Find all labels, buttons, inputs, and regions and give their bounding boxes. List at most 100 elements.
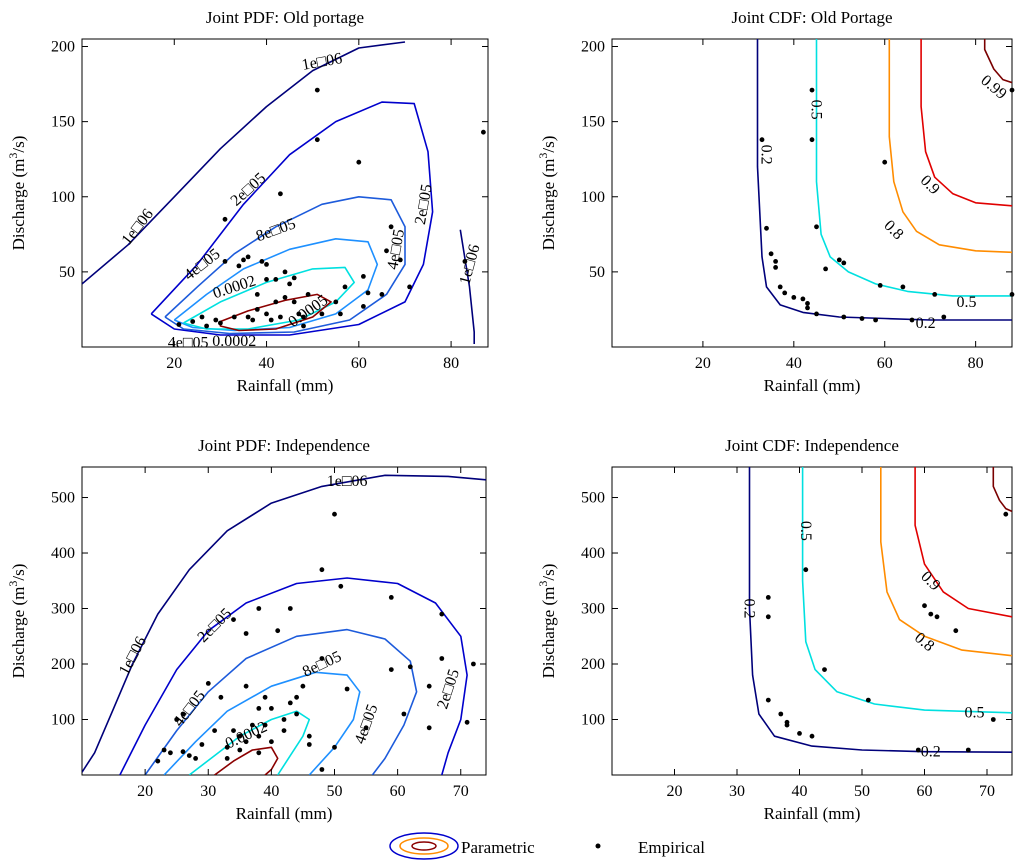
data-point <box>759 137 765 143</box>
data-point <box>204 323 210 329</box>
contour-line-0.9 <box>914 467 1012 618</box>
y-axis-label-unit: /s) <box>9 564 28 581</box>
data-point <box>338 311 343 317</box>
data-point <box>205 681 211 686</box>
data-point <box>306 733 312 739</box>
data-point <box>823 266 828 272</box>
contour-label: 2e□05 <box>194 605 235 646</box>
data-point <box>180 749 186 755</box>
data-point <box>256 733 262 739</box>
data-point <box>773 259 778 264</box>
y-axis-label: Discharge (m3/s) <box>6 136 28 251</box>
data-point <box>407 664 413 670</box>
data-point <box>900 284 906 290</box>
data-point <box>275 628 281 634</box>
data-point <box>928 611 934 617</box>
contour-label: 0.2 <box>921 744 941 761</box>
contour-label: 1e□06 <box>119 206 157 249</box>
panel-p3: Joint PDF: Independence 1e□06 1e□06 2e□05 2e… <box>6 436 487 823</box>
contour-label: 1e□06 <box>116 634 150 678</box>
data-point <box>805 301 810 306</box>
y-tick-label: 400 <box>51 545 75 562</box>
contour-line-0.5 <box>801 467 1012 714</box>
data-point <box>338 583 344 589</box>
y-axis-label: Discharge (m3/s) <box>536 136 558 251</box>
data-point <box>841 260 847 266</box>
data-point <box>388 224 394 230</box>
data-point <box>224 756 230 761</box>
data-point <box>294 694 299 700</box>
x-tick-label: 40 <box>792 783 808 800</box>
data-point <box>809 733 815 739</box>
data-point <box>268 317 274 323</box>
data-point <box>273 299 279 305</box>
y-tick-label: 100 <box>581 712 605 729</box>
y-tick-label: 200 <box>51 39 75 56</box>
y-axis-label-main: Discharge (m <box>9 159 28 251</box>
data-point <box>243 631 249 636</box>
contours <box>82 41 475 344</box>
x-tick-label: 20 <box>166 355 182 372</box>
data-point <box>333 299 339 305</box>
contour-label: 0.2 <box>741 599 758 619</box>
data-point <box>363 725 369 731</box>
data-point <box>764 225 769 231</box>
x-tick-label: 40 <box>786 355 802 372</box>
contour-line-0.0002 <box>188 710 311 775</box>
y-tick-label: 200 <box>51 656 75 673</box>
data-point <box>356 159 362 165</box>
data-point <box>222 216 228 222</box>
data-point <box>782 290 788 296</box>
data-point <box>273 277 279 282</box>
y-axis-label-sup: 3 <box>536 581 550 587</box>
data-point <box>934 614 940 620</box>
data-point <box>379 292 385 297</box>
contour-label: 0.5 <box>797 521 814 541</box>
data-point <box>269 706 274 711</box>
data-point <box>814 311 819 317</box>
data-point <box>319 311 325 317</box>
data-point <box>224 744 230 750</box>
y-tick-label: 100 <box>51 712 75 729</box>
empirical-points <box>759 87 1015 323</box>
data-point <box>1009 292 1015 297</box>
contour-label: 1e□06 <box>327 473 368 490</box>
data-point <box>212 728 218 733</box>
data-point <box>809 87 815 93</box>
data-point <box>332 511 337 517</box>
contour-label: 0.2 <box>916 315 936 332</box>
data-point <box>877 283 883 288</box>
data-point <box>873 317 878 323</box>
data-point <box>407 284 412 290</box>
contour-line-0.8 <box>880 467 1012 657</box>
data-point <box>282 269 288 275</box>
x-tick-label: 30 <box>729 783 745 800</box>
y-axis-label-sup: 3 <box>6 153 20 159</box>
x-tick-label: 20 <box>695 355 711 372</box>
data-point <box>915 747 921 753</box>
x-tick-label: 40 <box>263 783 279 800</box>
data-point <box>245 314 251 320</box>
data-point <box>882 159 888 165</box>
x-axis-label: Rainfall (mm) <box>764 804 861 823</box>
data-point <box>822 667 827 672</box>
data-point <box>237 733 243 739</box>
y-tick-label: 100 <box>581 189 605 206</box>
data-point <box>250 722 255 728</box>
data-point <box>291 275 297 281</box>
contours <box>748 467 1012 753</box>
contour-label: 0.9 <box>917 172 943 198</box>
data-point <box>264 311 269 317</box>
contour-label: 0.99 <box>977 72 1009 103</box>
data-point <box>439 611 445 617</box>
contour-label: 8e□05 <box>300 648 344 681</box>
x-axis-label: Rainfall (mm) <box>764 376 861 395</box>
legend: Parametric Empirical <box>388 830 734 860</box>
data-point <box>291 299 297 305</box>
data-point <box>344 686 350 692</box>
x-axis-label: Rainfall (mm) <box>236 804 333 823</box>
data-point <box>464 719 470 725</box>
x-tick-label: 70 <box>979 783 995 800</box>
y-tick-label: 150 <box>51 114 75 131</box>
contour-line-2e-05 <box>119 577 468 775</box>
